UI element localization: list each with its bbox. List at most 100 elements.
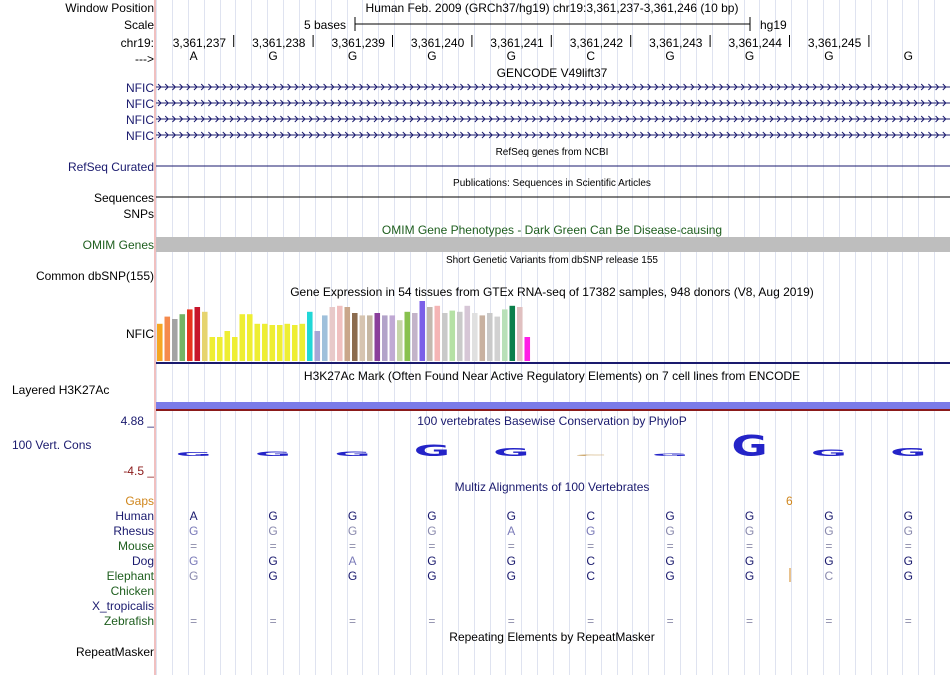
position-tick-label: 3,361,240	[410, 36, 465, 50]
scale-label: Scale	[123, 18, 154, 32]
h3k27ac-track-label[interactable]: Layered H3K27Ac	[12, 383, 110, 397]
position-tick-label: 3,361,241	[490, 36, 544, 50]
conservation-min-label: -4.5 _	[123, 464, 154, 478]
dbsnp-track-title: Short Genetic Variants from dbSNP releas…	[446, 255, 658, 266]
alignment-base: G	[427, 554, 437, 568]
gencode-track-label[interactable]: NFIC	[126, 97, 154, 111]
gtex-track-label[interactable]: NFIC	[126, 327, 154, 341]
alignment-base: =	[507, 539, 515, 553]
gtex-tissue-bar	[232, 337, 238, 361]
species-label-human: Human	[115, 509, 154, 523]
conservation-base-glyph: G	[255, 450, 291, 457]
gtex-tissue-bar	[517, 307, 523, 361]
gtex-tissue-bar	[404, 311, 411, 361]
gridline	[584, 0, 586, 675]
alignment-base: G	[347, 509, 358, 523]
gencode-track-label[interactable]: NFIC	[126, 113, 154, 127]
chrom-label: chr19:	[120, 36, 154, 50]
alignment-base: G	[268, 569, 278, 583]
conservation-base-glyph: G	[652, 453, 688, 457]
gtex-tissue-bar	[164, 316, 171, 361]
alignment-base: G	[744, 554, 755, 568]
alignment-base: G	[189, 569, 199, 583]
gridline	[823, 0, 824, 675]
conservation-base-glyph: G	[811, 449, 847, 459]
reference-base: G	[268, 49, 278, 63]
conservation-max-label: 4.88 _	[120, 414, 154, 428]
gridline	[918, 0, 920, 675]
alignment-base: =	[904, 614, 912, 628]
dbsnp-track-label[interactable]: Common dbSNP(155)	[35, 269, 154, 283]
species-label-xtropicalis: X_tropicalis	[91, 599, 154, 613]
gencode-track-label[interactable]: NFIC	[126, 81, 154, 95]
alignment-base: G	[744, 569, 755, 583]
label-divider	[154, 0, 156, 675]
gtex-tissue-bar	[262, 323, 268, 361]
gtex-tissue-bar	[449, 310, 456, 361]
assembly-position-text: Human Feb. 2009 (GRCh37/hg19) chr19:3,36…	[365, 1, 739, 15]
alignment-base: G	[744, 509, 755, 523]
gtex-tissue-bar	[472, 313, 478, 361]
scale-db-text: hg19	[760, 18, 787, 32]
alignment-base: =	[428, 539, 436, 553]
reference-base: G	[665, 49, 675, 63]
species-label-chicken: Chicken	[110, 584, 154, 598]
gtex-tissue-bar	[524, 337, 531, 361]
gtex-tissue-bar	[367, 315, 373, 361]
conservation-base-glyph: G	[334, 451, 370, 458]
gtex-tissue-bar	[194, 307, 201, 361]
conservation-track-label[interactable]: 100 Vert. Cons	[12, 438, 92, 452]
repeatmasker-track-label[interactable]: RepeatMasker	[75, 645, 154, 659]
alignment-base: G	[903, 509, 913, 523]
conservation-track-title: 100 vertebrates Basewise Conservation by…	[417, 414, 687, 428]
gap-count: 6	[786, 494, 793, 508]
gencode-track-label[interactable]: NFIC	[126, 129, 154, 143]
alignment-base: G	[347, 524, 358, 538]
publications-track-label[interactable]: Sequences	[93, 191, 154, 205]
gtex-tissue-bar	[179, 314, 186, 361]
alignment-base: G	[903, 569, 913, 583]
gencode-strand-chevrons	[157, 99, 947, 107]
alignment-base: =	[825, 539, 833, 553]
gtex-tissue-bar	[457, 311, 463, 361]
gtex-tissue-bar	[284, 323, 291, 361]
gridline	[553, 0, 554, 675]
alignment-base: G	[427, 524, 437, 538]
alignment-base: G	[903, 554, 913, 568]
alignment-base: A	[189, 509, 198, 523]
omim-track-label[interactable]: OMIM Genes	[82, 238, 154, 252]
species-label-mouse: Mouse	[117, 539, 154, 553]
species-label-elephant: Elephant	[106, 569, 154, 583]
gtex-tissue-bar	[412, 313, 418, 361]
gtex-tissue-bar	[464, 305, 471, 361]
alignment-base: G	[665, 569, 675, 583]
alignment-base: =	[666, 614, 674, 628]
gridline	[537, 0, 539, 675]
gtex-tissue-bar	[202, 311, 208, 361]
gtex-tissue-bar	[157, 323, 163, 361]
refseq-track-label[interactable]: RefSeq Curated	[67, 160, 154, 174]
alignment-base: =	[825, 614, 833, 628]
gencode-strand-chevrons	[157, 83, 947, 91]
gtex-tissue-bar	[397, 320, 403, 361]
conservation-base-glyph: G	[731, 430, 767, 463]
h3k27ac-signal	[156, 402, 950, 409]
gtex-tissue-bar	[239, 314, 246, 361]
gtex-tissue-bar	[337, 305, 343, 361]
conservation-base-glyph: G	[890, 446, 926, 458]
gtex-tissue-bar	[442, 313, 448, 361]
position-tick-label: 3,361,243	[649, 36, 703, 50]
species-label-zebrafish: Zebrafish	[103, 614, 154, 628]
gtex-tissue-bar	[187, 309, 193, 361]
snps-track-label[interactable]: SNPs	[123, 207, 154, 221]
multiz-track-title: Multiz Alignments of 100 Vertebrates	[454, 480, 650, 494]
gtex-tissue-bar	[434, 305, 441, 361]
gtex-tissue-bar	[307, 311, 313, 361]
position-tick-label: 3,361,244	[728, 36, 782, 50]
omim-track-title: OMIM Gene Phenotypes - Dark Green Can Be…	[381, 223, 723, 237]
alignment-base: G	[665, 554, 675, 568]
reference-base: G	[824, 49, 834, 63]
h3k27ac-track-title: H3K27Ac Mark (Often Found Near Active Re…	[303, 369, 801, 383]
